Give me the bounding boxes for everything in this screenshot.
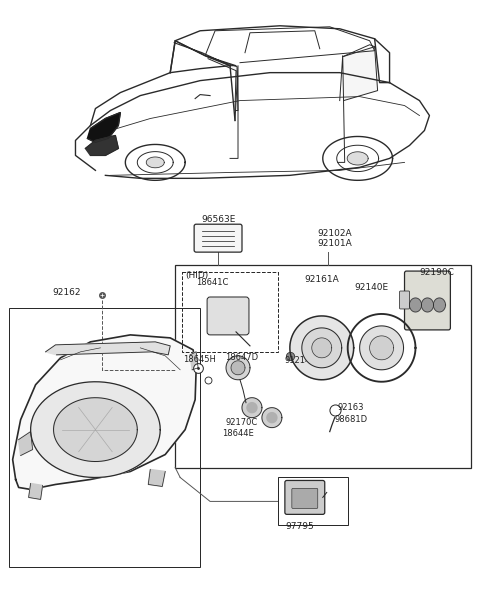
Polygon shape	[421, 298, 433, 312]
Text: 92140E: 92140E	[355, 283, 389, 292]
Polygon shape	[302, 328, 342, 368]
Polygon shape	[370, 336, 394, 360]
Polygon shape	[148, 469, 165, 487]
Polygon shape	[19, 432, 33, 455]
Text: 92170C: 92170C	[225, 417, 257, 427]
Polygon shape	[146, 157, 164, 168]
Polygon shape	[290, 316, 354, 379]
Polygon shape	[226, 356, 250, 379]
Polygon shape	[87, 112, 120, 143]
Text: 92161A: 92161A	[305, 275, 339, 284]
Polygon shape	[12, 335, 196, 490]
Polygon shape	[360, 326, 404, 370]
Text: 98681D: 98681D	[335, 414, 368, 424]
Polygon shape	[247, 403, 257, 413]
Polygon shape	[347, 152, 368, 165]
Polygon shape	[207, 57, 238, 111]
Text: 92163: 92163	[338, 403, 364, 411]
FancyBboxPatch shape	[194, 224, 242, 252]
Polygon shape	[174, 41, 236, 66]
Polygon shape	[85, 136, 119, 156]
Polygon shape	[312, 338, 332, 358]
Text: 92101A: 92101A	[318, 239, 352, 248]
Polygon shape	[262, 408, 282, 427]
Polygon shape	[409, 298, 421, 312]
FancyBboxPatch shape	[285, 481, 325, 514]
FancyBboxPatch shape	[292, 488, 318, 509]
Text: 92190C: 92190C	[420, 268, 455, 277]
Text: 92162: 92162	[52, 288, 81, 297]
Text: 18645H: 18645H	[183, 355, 216, 364]
Text: 96563E: 96563E	[201, 215, 235, 224]
Polygon shape	[29, 484, 43, 500]
Polygon shape	[190, 352, 198, 370]
Polygon shape	[267, 413, 277, 423]
Text: 18647D: 18647D	[225, 353, 258, 362]
Polygon shape	[242, 398, 262, 417]
Text: (HID): (HID)	[185, 271, 208, 280]
Polygon shape	[231, 361, 245, 375]
Text: 18644E: 18644E	[222, 429, 254, 437]
Text: 91214B: 91214B	[285, 356, 317, 365]
Polygon shape	[31, 382, 160, 478]
Polygon shape	[54, 398, 137, 462]
Text: 18641C: 18641C	[196, 278, 228, 287]
Polygon shape	[343, 47, 378, 101]
FancyBboxPatch shape	[399, 291, 409, 309]
FancyBboxPatch shape	[405, 271, 450, 330]
Polygon shape	[46, 342, 170, 355]
Text: 97795: 97795	[286, 522, 314, 532]
Polygon shape	[433, 298, 445, 312]
FancyBboxPatch shape	[207, 297, 249, 335]
Text: 92102A: 92102A	[318, 229, 352, 238]
